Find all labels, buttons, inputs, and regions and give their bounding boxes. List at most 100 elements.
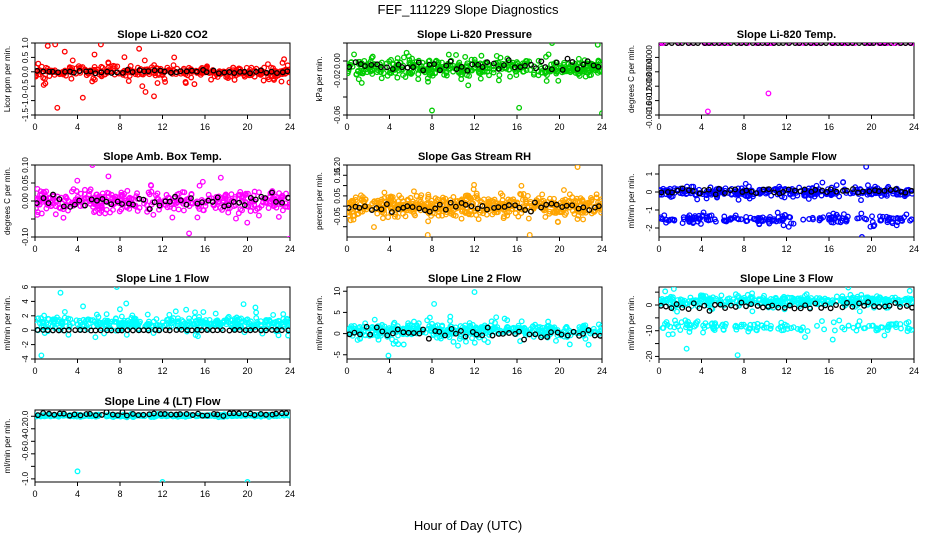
data-point xyxy=(489,211,496,218)
data-point xyxy=(815,186,822,193)
data-point xyxy=(553,209,560,216)
data-point xyxy=(797,326,804,333)
data-point xyxy=(238,315,245,322)
data-point xyxy=(255,320,262,327)
data-point xyxy=(539,69,546,76)
data-point xyxy=(811,43,818,46)
x-tick-label: 8 xyxy=(741,122,746,132)
hourly-mean-point xyxy=(564,55,571,62)
hourly-mean-point xyxy=(177,411,184,418)
hourly-mean-point xyxy=(859,188,866,195)
x-tick-label: 8 xyxy=(429,244,434,254)
y-tick-label: 0.05 xyxy=(21,175,30,191)
hourly-mean-point xyxy=(384,332,391,339)
data-point xyxy=(733,326,740,333)
data-point xyxy=(409,198,416,205)
hourly-mean-point xyxy=(516,204,523,211)
hourly-mean-point xyxy=(114,412,121,419)
data-point xyxy=(380,70,387,77)
y-tick-label: 0 xyxy=(645,302,654,307)
data-point xyxy=(849,298,856,305)
hourly-mean-point xyxy=(475,61,482,68)
y-tick-label: 0.00 xyxy=(21,193,30,209)
data-point xyxy=(426,314,433,321)
hourly-mean-point xyxy=(786,302,793,309)
data-point xyxy=(898,325,904,332)
data-point xyxy=(892,322,899,328)
data-point xyxy=(555,77,562,84)
data-point xyxy=(242,319,249,325)
data-point xyxy=(728,190,735,197)
x-tick-label: 24 xyxy=(909,244,919,254)
hourly-mean-point xyxy=(247,194,254,201)
data-point xyxy=(761,292,767,299)
data-point xyxy=(61,197,68,204)
data-point xyxy=(758,218,765,225)
data-point xyxy=(260,77,267,84)
data-point xyxy=(542,207,549,213)
x-tick-label: 16 xyxy=(512,122,522,132)
data-point xyxy=(175,206,182,213)
data-point xyxy=(41,413,48,420)
data-point xyxy=(255,212,262,219)
data-point xyxy=(588,195,594,201)
y-tick-label: -0.0012 xyxy=(645,86,654,114)
data-point xyxy=(406,59,413,66)
data-point xyxy=(738,185,745,192)
outlier-point xyxy=(906,287,913,294)
hourly-mean-point xyxy=(410,64,416,71)
hourly-mean-point xyxy=(347,331,353,338)
data-point xyxy=(417,67,424,74)
hourly-mean-point xyxy=(420,326,426,333)
data-point xyxy=(145,318,152,325)
hourly-mean-point xyxy=(469,61,476,68)
data-point xyxy=(766,216,773,223)
data-point xyxy=(166,195,173,202)
x-tick-label: 8 xyxy=(429,366,434,376)
panel-title: Slope Amb. Box Temp. xyxy=(103,151,222,163)
data-point xyxy=(590,325,597,332)
data-point xyxy=(465,82,472,89)
data-point xyxy=(494,324,501,331)
hourly-mean-point xyxy=(410,330,417,336)
x-tick-label: 4 xyxy=(75,122,80,132)
data-point xyxy=(180,207,187,214)
data-point xyxy=(392,205,399,212)
outlier-point xyxy=(244,479,251,482)
data-point xyxy=(524,192,531,199)
data-point xyxy=(819,318,825,325)
hourly-mean-point xyxy=(103,410,110,416)
hourly-mean-point xyxy=(151,199,158,206)
data-point xyxy=(472,205,479,212)
data-point xyxy=(781,302,788,309)
y-tick-label: -0.06 xyxy=(333,105,342,124)
data-point xyxy=(662,288,669,295)
hourly-mean-point xyxy=(209,198,216,205)
data-point xyxy=(222,192,229,199)
data-point xyxy=(520,68,527,75)
y-tick-label: -0.05 xyxy=(333,207,342,226)
data-point xyxy=(790,193,797,200)
x-tick-label: 8 xyxy=(117,366,122,376)
hourly-mean-point xyxy=(760,304,766,311)
outlier-point xyxy=(765,90,772,97)
data-point xyxy=(875,326,881,333)
hourly-mean-point xyxy=(886,302,893,309)
x-tick-label: 20 xyxy=(554,122,564,132)
hourly-mean-point xyxy=(114,69,120,76)
hourly-mean-point xyxy=(404,203,411,210)
data-point xyxy=(518,191,525,198)
data-point xyxy=(560,187,567,194)
data-point xyxy=(885,321,892,328)
data-point xyxy=(261,64,268,71)
data-point xyxy=(477,75,484,82)
data-point xyxy=(67,316,74,323)
hourly-mean-point xyxy=(908,187,914,194)
x-tick-label: 4 xyxy=(699,366,704,376)
data-point xyxy=(121,54,128,61)
data-point xyxy=(217,174,224,181)
data-point xyxy=(862,325,869,332)
hourly-mean-point xyxy=(548,66,555,73)
data-point xyxy=(103,206,110,213)
hourly-mean-point xyxy=(124,327,131,334)
